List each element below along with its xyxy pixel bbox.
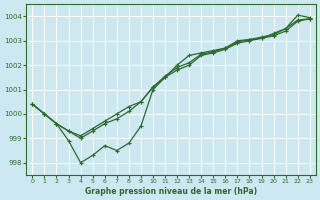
X-axis label: Graphe pression niveau de la mer (hPa): Graphe pression niveau de la mer (hPa) [85,187,257,196]
